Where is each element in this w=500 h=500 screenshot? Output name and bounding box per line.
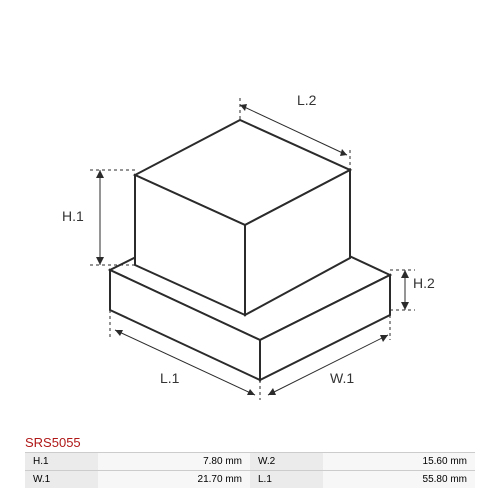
- label-l1: L.1: [160, 370, 179, 386]
- technical-diagram: L.2 H.1 H.2 L.1 W.1: [60, 40, 440, 400]
- spec-label: H.1: [25, 453, 98, 471]
- part-number: SRS5055: [25, 435, 81, 450]
- spec-label: W.2: [250, 453, 323, 471]
- isometric-drawing: [60, 40, 440, 400]
- spec-label: W.1: [25, 471, 98, 489]
- spec-table: H.1 7.80 mm W.2 15.60 mm W.1 21.70 mm L.…: [25, 452, 475, 488]
- label-l2: L.2: [297, 92, 316, 108]
- spec-value: 7.80 mm: [98, 453, 250, 471]
- table-row: H.1 7.80 mm W.2 15.60 mm: [25, 453, 475, 471]
- label-h1: H.1: [62, 208, 84, 224]
- label-w1: W.1: [330, 370, 354, 386]
- spec-value: 21.70 mm: [98, 471, 250, 489]
- label-h2: H.2: [413, 275, 435, 291]
- spec-value: 15.60 mm: [323, 453, 475, 471]
- spec-value: 55.80 mm: [323, 471, 475, 489]
- spec-label: L.1: [250, 471, 323, 489]
- table-row: W.1 21.70 mm L.1 55.80 mm: [25, 471, 475, 489]
